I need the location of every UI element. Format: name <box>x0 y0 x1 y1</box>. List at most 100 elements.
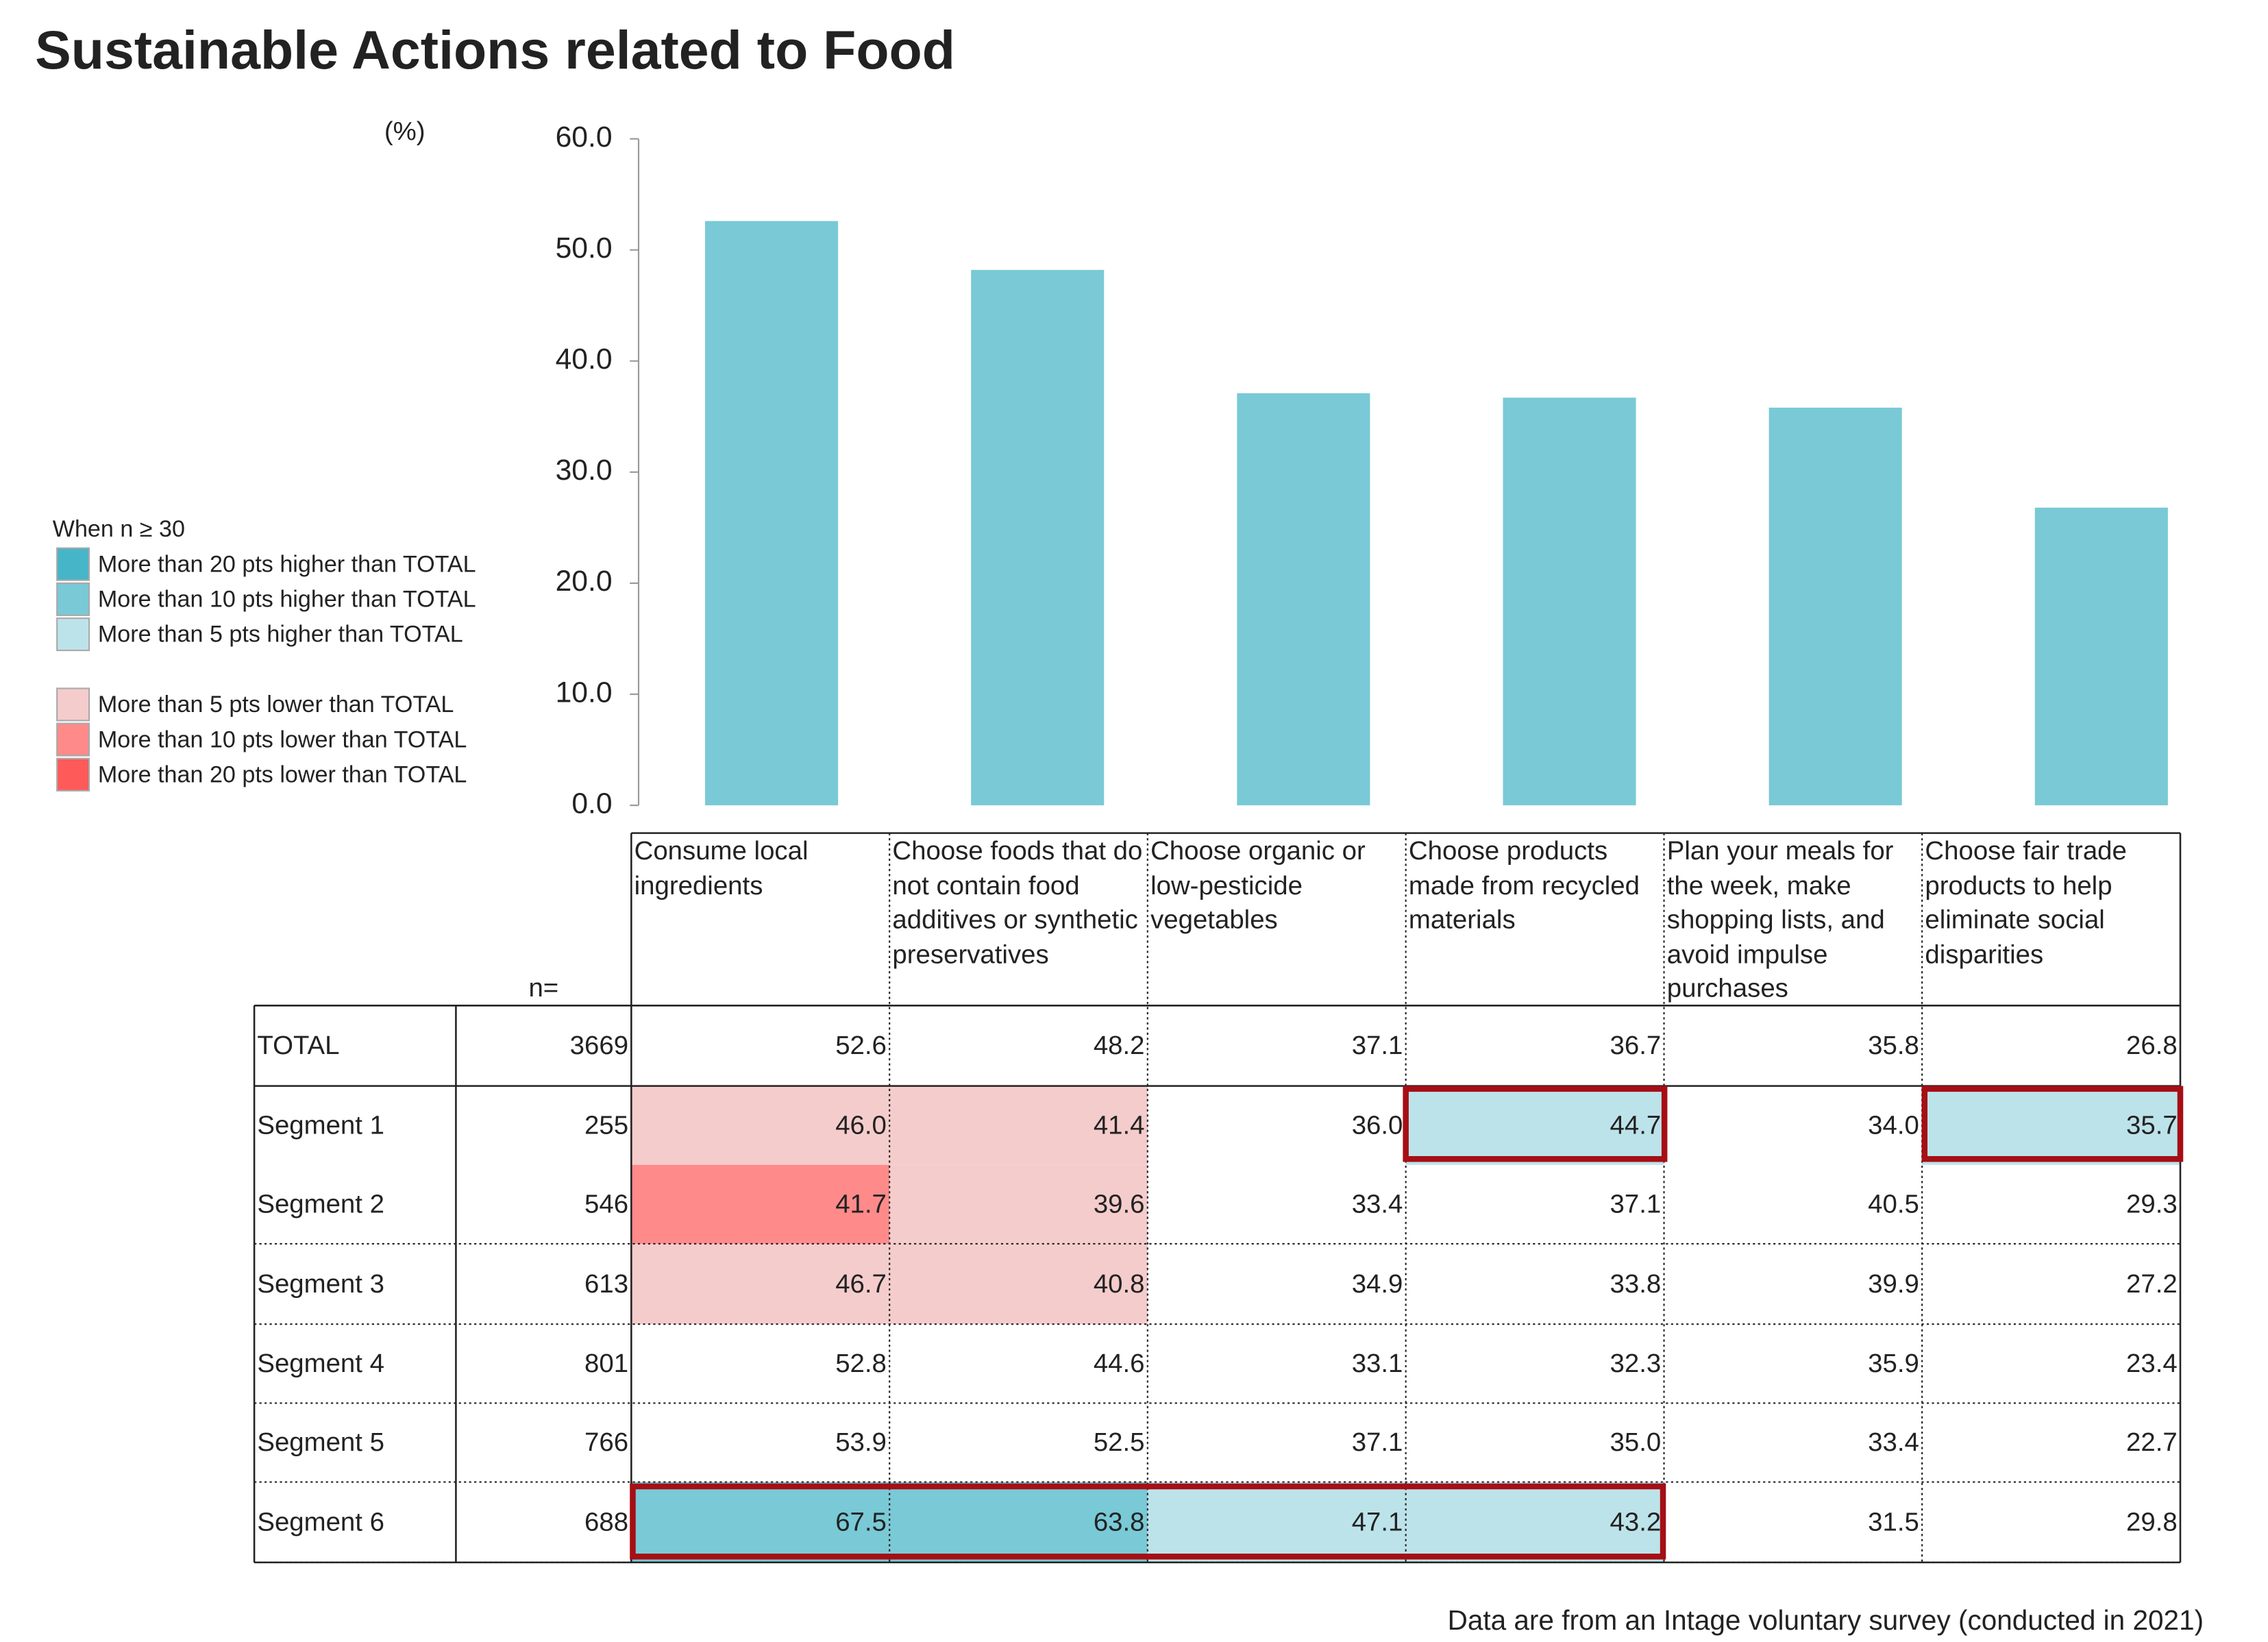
title: Sustainable Actions related to Food <box>35 20 955 80</box>
column-header: Choose organic or low-pesticide vegetabl… <box>1150 835 1366 934</box>
row-label: Segment 6 <box>257 1507 384 1536</box>
column-header: Choose foods that do not contain food ad… <box>892 835 1143 968</box>
cell-value: 27.2 <box>2126 1269 2178 1299</box>
cell-value: 47.1 <box>1352 1507 1403 1536</box>
y-tick-label: 10.0 <box>556 676 613 709</box>
bar <box>971 269 1105 806</box>
legend-label: More than 20 pts higher than TOTAL <box>98 551 476 577</box>
cell-value: 33.4 <box>1868 1427 1919 1457</box>
cell-value: 52.5 <box>1094 1427 1145 1457</box>
cell-value: 35.7 <box>2126 1110 2178 1140</box>
bar <box>1237 393 1370 806</box>
highlight-outline <box>1403 1086 1668 1162</box>
legend-label: More than 5 pts lower than TOTAL <box>98 691 454 718</box>
cell-value: 37.1 <box>1352 1427 1403 1457</box>
legend-label: More than 10 pts lower than TOTAL <box>98 726 467 752</box>
legend-swatch <box>56 757 90 792</box>
cell-value: 26.8 <box>2126 1031 2178 1060</box>
n-label: n= <box>528 973 558 1003</box>
legend-title: When n ≥ 30 <box>53 516 185 542</box>
cell-value: 44.7 <box>1610 1110 1662 1140</box>
legend-swatch <box>56 722 90 757</box>
legend-swatch <box>56 617 90 652</box>
cell-fill <box>889 1164 1148 1244</box>
cell-fill <box>631 1243 890 1325</box>
cell-fill <box>631 1482 890 1563</box>
cell-value: 52.6 <box>835 1031 887 1060</box>
legend-label: More than 20 pts lower than TOTAL <box>98 761 467 787</box>
cell-value: 44.6 <box>1094 1349 1145 1378</box>
y-tick-label: 20.0 <box>556 565 613 598</box>
row-label: Segment 5 <box>257 1427 384 1457</box>
cell-value: 53.9 <box>835 1427 887 1457</box>
cell-value: 43.2 <box>1610 1507 1662 1536</box>
n-value: 3669 <box>570 1031 628 1060</box>
n-value: 688 <box>584 1507 628 1536</box>
legend-swatch <box>56 547 90 581</box>
cell-value: 46.7 <box>835 1269 887 1299</box>
cell-value: 40.5 <box>1868 1190 1919 1219</box>
cell-value: 33.4 <box>1352 1190 1403 1219</box>
n-value: 546 <box>584 1190 628 1219</box>
y-tick-label: 30.0 <box>556 454 613 487</box>
footnote: Data are from an Intage voluntary survey… <box>1448 1604 2204 1636</box>
cell-value: 36.0 <box>1352 1110 1403 1140</box>
row-label: TOTAL <box>257 1031 339 1060</box>
cell-value: 46.0 <box>835 1110 887 1140</box>
cell-value: 32.3 <box>1610 1349 1662 1378</box>
row-label: Segment 2 <box>257 1190 384 1219</box>
n-value: 766 <box>584 1427 628 1457</box>
y-tick-label: 40.0 <box>556 343 613 376</box>
column-header: Plan your meals for the week, make shopp… <box>1666 835 1894 1003</box>
column-header: Consume local ingredients <box>634 835 809 900</box>
cell-value: 52.8 <box>835 1349 887 1378</box>
cell-fill <box>1405 1482 1664 1563</box>
cell-fill <box>1147 1482 1406 1563</box>
cell-value: 35.9 <box>1868 1349 1919 1378</box>
column-header: Choose fair trade products to help elimi… <box>1925 835 2127 968</box>
row-label: Segment 4 <box>257 1349 384 1378</box>
cell-value: 35.0 <box>1610 1427 1662 1457</box>
row-label: Segment 3 <box>257 1269 384 1299</box>
column-header: Choose products made from recycled mater… <box>1408 835 1640 934</box>
n-value: 255 <box>584 1110 628 1140</box>
legend-label: More than 10 pts higher than TOTAL <box>98 587 476 613</box>
cell-value: 48.2 <box>1094 1031 1145 1060</box>
highlight-outline <box>630 1483 1666 1560</box>
cell-value: 67.5 <box>835 1507 887 1536</box>
cell-value: 33.1 <box>1352 1349 1403 1378</box>
cell-value: 40.8 <box>1094 1269 1145 1299</box>
cell-value: 22.7 <box>2126 1427 2178 1457</box>
cell-value: 31.5 <box>1868 1507 1919 1536</box>
cell-value: 35.8 <box>1868 1031 1919 1060</box>
cell-fill <box>889 1243 1148 1325</box>
cell-fill <box>631 1164 890 1244</box>
cell-value: 63.8 <box>1094 1507 1145 1536</box>
y-tick-label: 0.0 <box>571 787 612 820</box>
unit-label: (%) <box>384 117 426 146</box>
cell-value: 23.4 <box>2126 1349 2178 1378</box>
row-label: Segment 1 <box>257 1110 384 1140</box>
cell-value: 41.4 <box>1094 1110 1145 1140</box>
cell-fill <box>889 1086 1148 1165</box>
cell-value: 34.9 <box>1352 1269 1403 1299</box>
cell-value: 33.8 <box>1610 1269 1662 1299</box>
legend-label: More than 5 pts higher than TOTAL <box>98 622 463 648</box>
y-tick-label: 50.0 <box>556 232 613 265</box>
bar <box>1768 407 1902 806</box>
highlight-outline <box>1921 1086 2184 1162</box>
y-tick-label: 60.0 <box>556 121 613 154</box>
cell-fill <box>1922 1086 2180 1165</box>
legend-swatch <box>56 582 90 616</box>
cell-value: 41.7 <box>835 1190 887 1219</box>
bar <box>2034 507 2168 806</box>
n-value: 801 <box>584 1349 628 1378</box>
cell-value: 39.6 <box>1094 1190 1145 1219</box>
cell-fill <box>631 1086 890 1165</box>
cell-value: 34.0 <box>1868 1110 1919 1140</box>
cell-value: 36.7 <box>1610 1031 1662 1060</box>
n-value: 613 <box>584 1269 628 1299</box>
